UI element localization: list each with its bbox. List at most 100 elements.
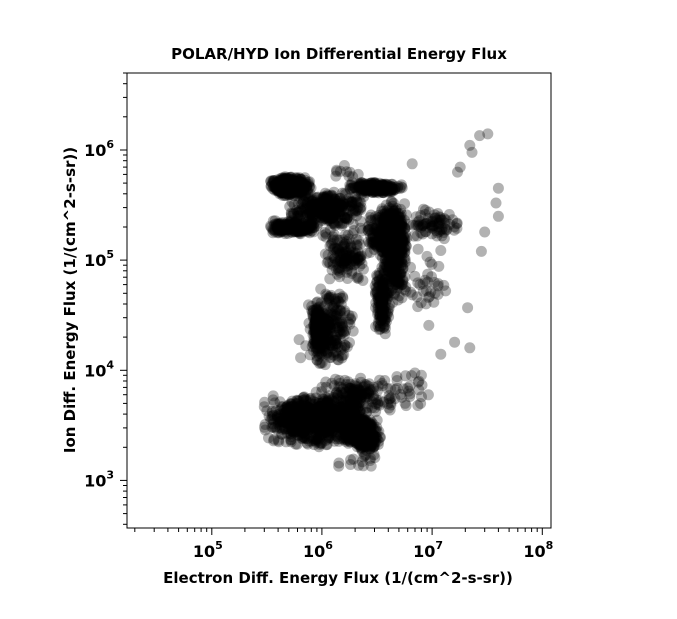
data-point	[438, 279, 450, 291]
data-point	[313, 397, 325, 409]
data-point	[308, 396, 320, 408]
data-point	[435, 245, 447, 256]
data-point	[319, 422, 331, 434]
data-point	[314, 410, 326, 422]
data-point	[280, 436, 292, 448]
data-point	[337, 407, 349, 419]
data-point	[318, 426, 330, 438]
data-point	[301, 417, 312, 429]
data-point	[317, 416, 329, 428]
data-point	[322, 421, 333, 433]
data-point	[288, 411, 300, 423]
data-point	[345, 394, 357, 406]
data-point	[344, 416, 356, 428]
data-point	[286, 415, 298, 427]
data-point	[332, 419, 344, 431]
data-point	[271, 411, 283, 423]
data-point-outlier	[464, 342, 476, 354]
data-point	[341, 420, 353, 432]
data-point	[321, 395, 333, 407]
data-point	[294, 428, 306, 440]
data-point	[311, 429, 323, 441]
data-point	[295, 426, 307, 438]
data-point	[308, 421, 320, 433]
data-point	[341, 413, 353, 425]
data-point	[326, 410, 338, 421]
data-point	[281, 417, 293, 429]
data-point	[329, 433, 341, 445]
data-point	[308, 414, 320, 426]
data-point	[278, 421, 290, 433]
data-point	[338, 413, 350, 425]
data-point	[324, 401, 336, 413]
data-point	[315, 429, 326, 441]
data-point	[335, 292, 346, 304]
data-point	[324, 424, 336, 436]
data-point	[332, 421, 344, 433]
data-point	[349, 422, 360, 434]
data-point	[290, 425, 302, 437]
data-point	[325, 412, 337, 424]
data-point	[326, 407, 338, 419]
data-point	[318, 420, 330, 432]
data-point	[337, 428, 349, 440]
data-point	[319, 421, 331, 433]
data-point	[320, 422, 332, 434]
data-point	[319, 248, 331, 260]
data-point	[325, 415, 337, 426]
data-point	[372, 380, 384, 392]
data-point	[315, 430, 327, 442]
data-point	[289, 412, 301, 424]
data-point	[316, 397, 328, 409]
data-point	[347, 434, 359, 446]
data-point	[312, 423, 324, 434]
data-point	[316, 403, 328, 415]
data-point	[351, 409, 363, 421]
data-point	[316, 414, 328, 426]
data-point	[342, 422, 354, 434]
data-point	[303, 412, 315, 424]
data-point	[322, 397, 334, 409]
data-point	[352, 387, 364, 398]
data-point	[323, 404, 335, 415]
data-point	[321, 398, 332, 410]
data-point	[295, 425, 307, 436]
data-point	[301, 406, 313, 417]
data-point	[352, 413, 364, 425]
data-point	[312, 410, 324, 422]
data-point	[300, 415, 311, 427]
data-point	[341, 390, 353, 402]
x-axis-label: Electron Diff. Energy Flux (1/(cm^2-s-sr…	[163, 569, 513, 587]
data-point	[284, 410, 296, 422]
data-point	[314, 429, 326, 441]
data-point	[310, 434, 322, 446]
data-point	[290, 422, 302, 434]
data-point	[323, 431, 335, 443]
data-point	[267, 418, 279, 430]
data-point	[406, 289, 418, 301]
data-point	[318, 400, 330, 411]
data-point	[364, 212, 376, 223]
data-point	[424, 256, 436, 268]
data-point	[345, 423, 357, 435]
data-point	[300, 410, 311, 422]
data-point	[259, 396, 271, 408]
data-point	[318, 419, 330, 431]
data-point	[295, 414, 307, 426]
data-point	[360, 414, 371, 426]
data-point	[286, 412, 298, 424]
data-point	[329, 397, 341, 409]
data-point	[284, 410, 296, 422]
data-point	[315, 312, 327, 324]
data-point	[298, 417, 310, 429]
data-point	[298, 426, 310, 438]
data-point	[315, 409, 327, 421]
data-point	[298, 391, 310, 403]
data-point	[314, 437, 326, 449]
data-point	[274, 396, 286, 408]
data-point	[294, 429, 306, 441]
data-point	[333, 244, 345, 256]
data-point	[362, 398, 374, 410]
data-point	[290, 416, 302, 428]
data-point	[286, 416, 298, 428]
